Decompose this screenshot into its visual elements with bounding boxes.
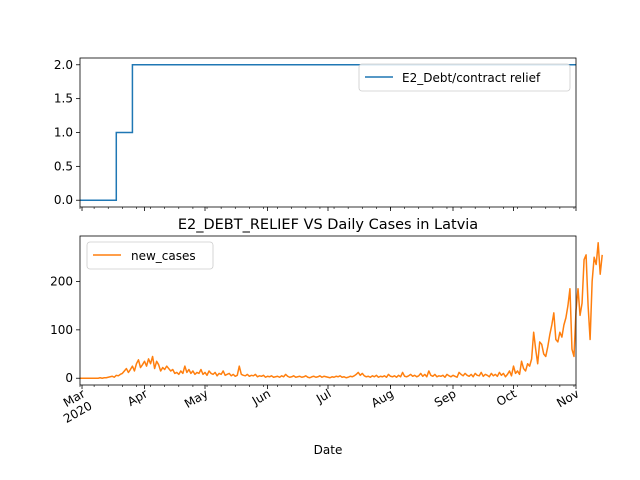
xtick-label: Sep: [432, 386, 459, 409]
xtick-label-group: Jun: [249, 386, 273, 408]
top-legend: E2_Debt/contract relief: [358, 63, 571, 92]
top-ytick-label: 2.0: [54, 58, 73, 72]
xtick-label-group: Sep: [432, 386, 459, 409]
bottom-ytick-label: 0: [65, 371, 73, 385]
series-line-new-cases: [80, 242, 603, 379]
top-legend-label: E2_Debt/contract relief: [402, 71, 541, 85]
top-ytick-label: 0.0: [54, 193, 73, 207]
xtick-label-group: Jul: [313, 386, 333, 406]
xtick-label-group: Aug: [369, 386, 396, 410]
top-legend-box: [358, 63, 571, 92]
bottom-axes: 0 100 200 E2_DEBT_RELIEF VS Daily Cases in …: [50, 217, 603, 457]
xtick-label-group: Apr: [125, 386, 150, 409]
xtick-label: Nov: [554, 386, 581, 410]
bottom-legend-box: [86, 241, 214, 270]
top-ytick-label: 1.0: [54, 126, 73, 140]
series-line-e2-debt-relief: [80, 64, 576, 201]
top-axes: 0.0 0.5 1.0 1.5 2.0 E2_Debt/contract relief: [54, 57, 577, 211]
bottom-legend: new_cases: [86, 241, 214, 270]
chart-title: E2_DEBT_RELIEF VS Daily Cases in Latvia: [178, 217, 478, 233]
xtick-label: Jun: [249, 386, 273, 408]
bottom-legend-label: new_cases: [131, 249, 196, 263]
xtick-label: Jul: [313, 386, 333, 406]
x-axis-label: Date: [314, 443, 343, 457]
top-axes-frame: [79, 57, 577, 208]
bottom-ytick-label: 100: [50, 323, 73, 337]
xtick-label-group: Nov: [554, 386, 581, 410]
bottom-ytick-label: 200: [50, 274, 73, 288]
xtick-label-group: May: [182, 386, 210, 411]
xtick-label: Aug: [369, 386, 396, 410]
xtick-label-group: Oct: [494, 386, 519, 409]
bottom-axes-frame: [79, 235, 577, 386]
xtick-label: Apr: [125, 386, 150, 409]
top-ytick-label: 1.5: [54, 92, 73, 106]
xtick-label: May: [182, 386, 210, 411]
xtick-label: Oct: [494, 386, 519, 409]
top-ytick-label: 0.5: [54, 159, 73, 173]
